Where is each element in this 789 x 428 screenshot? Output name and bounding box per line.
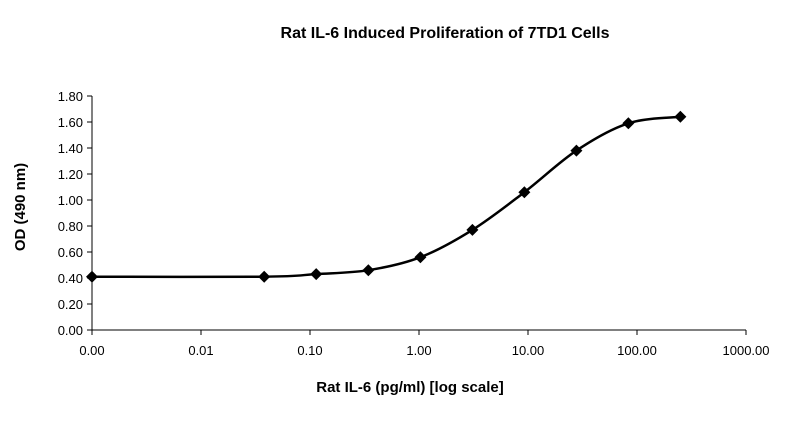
y-tick-label: 0.20	[58, 297, 83, 312]
data-point	[570, 144, 583, 157]
fitted-curve	[91, 115, 681, 279]
data-point	[414, 251, 427, 264]
data-point	[466, 223, 479, 236]
y-tick-label: 1.80	[58, 89, 83, 104]
x-tick-label: 10.00	[512, 343, 545, 358]
x-tick-label: 1000.00	[723, 343, 770, 358]
data-point	[518, 186, 531, 199]
x-tick-label: 100.00	[617, 343, 657, 358]
y-tick-label: 0.00	[58, 323, 83, 338]
data-point	[86, 270, 98, 283]
data-point	[674, 110, 687, 123]
x-tick-label: 0.10	[297, 343, 322, 358]
x-tick-label: 0.01	[188, 343, 213, 358]
y-tick-label: 0.40	[58, 271, 83, 286]
y-tick-label: 1.00	[58, 193, 83, 208]
y-tick-label: 0.80	[58, 219, 83, 234]
data-point	[310, 268, 323, 281]
y-tick-label: 1.40	[58, 141, 83, 156]
data-point	[258, 270, 271, 283]
x-axis-title: Rat IL-6 (pg/ml) [log scale]	[316, 379, 504, 396]
x-tick-label: 0.00	[79, 343, 104, 358]
x-tick-label: 1.00	[406, 343, 431, 358]
y-tick-label: 1.60	[58, 115, 83, 130]
y-tick-label: 0.60	[58, 245, 83, 260]
plot-area	[86, 110, 687, 283]
data-point	[622, 117, 635, 130]
y-tick-label: 1.20	[58, 167, 83, 182]
data-point	[362, 264, 375, 277]
y-axis-title: OD (490 nm)	[12, 163, 29, 251]
axes: 0.00 0.20 0.40 0.60 0.80 1.00 1.20 1.40 1.60 1.80…	[58, 89, 770, 358]
chart-title: Rat IL-6 Induced Proliferation of 7TD1 C…	[281, 25, 610, 42]
